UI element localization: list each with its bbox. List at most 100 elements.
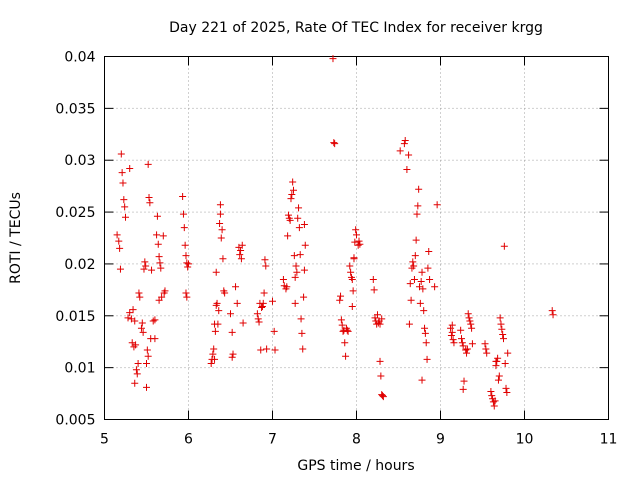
data-point <box>116 265 124 273</box>
data-point <box>142 262 150 270</box>
data-points <box>113 55 557 410</box>
grid <box>104 56 609 420</box>
data-point <box>337 292 345 300</box>
data-point <box>229 350 237 358</box>
data-point <box>499 330 507 338</box>
data-point <box>290 252 298 260</box>
x-tick-label: 9 <box>436 432 445 448</box>
data-point <box>548 307 556 315</box>
data-point <box>497 320 505 328</box>
data-point <box>210 345 218 353</box>
y-tick-label: 0.01 <box>64 361 95 377</box>
data-point <box>425 247 433 255</box>
data-point <box>424 264 432 272</box>
data-point <box>374 311 381 319</box>
data-point <box>490 402 498 410</box>
data-point <box>182 289 190 297</box>
tick-labels: 5 6 7 8 9 10 11 0.005 0.01 0.015 0.02 0.025 0.03 0.03… <box>55 50 617 448</box>
data-point <box>291 273 299 281</box>
data-point <box>254 315 262 323</box>
data-point <box>213 299 221 307</box>
data-point <box>489 398 497 406</box>
data-point <box>291 299 299 307</box>
data-point <box>118 169 126 177</box>
data-point <box>487 387 495 395</box>
data-point <box>351 238 359 246</box>
data-point <box>126 165 134 173</box>
data-point <box>465 314 473 322</box>
data-point <box>159 232 167 240</box>
data-point <box>447 324 455 332</box>
data-point <box>426 275 434 283</box>
data-point <box>419 285 427 293</box>
data-point <box>549 311 557 319</box>
data-point <box>467 320 475 328</box>
data-point <box>488 392 496 400</box>
data-point <box>457 326 465 334</box>
data-point <box>418 268 426 276</box>
y-tick-label: 0.04 <box>64 50 95 66</box>
data-point <box>143 346 151 354</box>
data-point <box>379 393 387 401</box>
data-point <box>228 328 236 336</box>
data-point <box>463 349 471 357</box>
data-point <box>433 201 441 209</box>
data-point <box>148 266 156 274</box>
data-point <box>179 193 187 201</box>
data-point <box>296 251 304 259</box>
data-point <box>221 289 229 297</box>
y-tick-label: 0.02 <box>64 257 95 273</box>
data-point <box>350 255 358 263</box>
data-point <box>376 357 384 365</box>
data-point <box>257 346 265 354</box>
data-point <box>354 241 362 249</box>
data-point <box>301 241 309 249</box>
data-point <box>279 275 287 283</box>
data-point <box>140 265 148 273</box>
data-point <box>300 266 308 274</box>
data-point <box>126 309 134 317</box>
data-point <box>270 327 278 335</box>
data-point <box>414 202 422 210</box>
data-point <box>143 383 150 391</box>
data-point <box>262 262 270 270</box>
data-point <box>403 166 411 174</box>
data-point <box>286 216 294 224</box>
data-point <box>212 268 220 276</box>
data-point <box>157 264 165 272</box>
data-point <box>146 199 154 207</box>
data-point <box>376 320 384 328</box>
axis-ticks <box>104 56 609 420</box>
data-point <box>349 287 357 295</box>
data-point <box>412 236 420 244</box>
data-point <box>216 219 224 227</box>
data-point <box>183 293 191 301</box>
data-point <box>134 359 142 367</box>
data-point <box>181 241 189 249</box>
data-point <box>297 315 305 323</box>
data-point <box>218 226 226 234</box>
data-point <box>121 203 129 211</box>
data-point <box>289 178 297 186</box>
data-point <box>180 224 188 232</box>
data-point <box>138 319 146 327</box>
data-point <box>292 262 300 270</box>
data-point <box>369 275 377 283</box>
data-point <box>215 307 223 315</box>
data-point <box>406 280 414 288</box>
data-point <box>498 325 506 333</box>
data-point <box>137 324 145 332</box>
data-point <box>495 372 503 380</box>
data-point <box>417 278 425 286</box>
data-point <box>131 379 139 387</box>
data-point <box>353 231 360 239</box>
data-point <box>153 212 161 220</box>
data-point <box>299 345 307 353</box>
data-point <box>449 336 457 344</box>
data-point <box>483 349 491 357</box>
data-point <box>258 302 266 310</box>
data-point <box>468 340 476 348</box>
data-point <box>300 221 308 229</box>
data-point <box>352 226 360 234</box>
